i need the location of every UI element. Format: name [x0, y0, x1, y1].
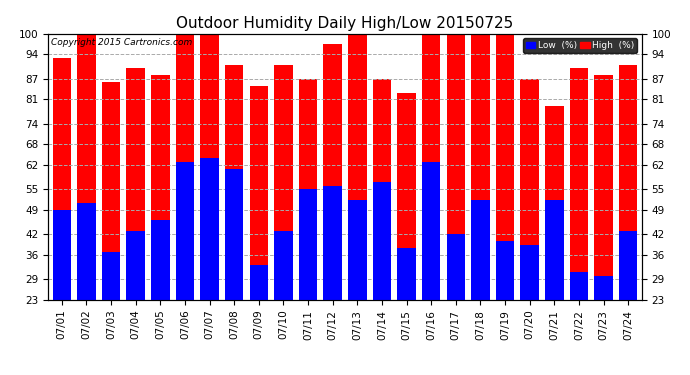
Bar	[397, 248, 416, 300]
Bar	[102, 82, 120, 300]
Bar	[373, 79, 391, 300]
Bar	[151, 75, 170, 300]
Bar	[422, 162, 440, 300]
Bar	[446, 34, 465, 300]
Bar	[422, 34, 440, 300]
Bar	[324, 44, 342, 300]
Bar	[200, 158, 219, 300]
Bar	[52, 210, 71, 300]
Bar	[126, 68, 145, 300]
Bar	[52, 58, 71, 300]
Bar	[77, 34, 96, 300]
Bar	[151, 220, 170, 300]
Bar	[225, 169, 244, 300]
Bar	[594, 276, 613, 300]
Bar	[176, 34, 194, 300]
Legend: Low  (%), High  (%): Low (%), High (%)	[523, 38, 637, 53]
Bar	[348, 34, 366, 300]
Bar	[471, 200, 490, 300]
Bar	[545, 200, 564, 300]
Bar	[520, 79, 539, 300]
Bar	[126, 231, 145, 300]
Bar	[225, 65, 244, 300]
Bar	[496, 241, 514, 300]
Bar	[594, 75, 613, 300]
Bar	[446, 234, 465, 300]
Bar	[348, 200, 366, 300]
Bar	[250, 86, 268, 300]
Bar	[77, 203, 96, 300]
Bar	[176, 162, 194, 300]
Bar	[200, 34, 219, 300]
Bar	[299, 189, 317, 300]
Bar	[250, 266, 268, 300]
Bar	[496, 34, 514, 300]
Bar	[619, 231, 638, 300]
Bar	[397, 93, 416, 300]
Bar	[471, 34, 490, 300]
Bar	[274, 65, 293, 300]
Bar	[619, 65, 638, 300]
Bar	[324, 186, 342, 300]
Bar	[570, 68, 588, 300]
Text: Copyright 2015 Cartronics.com: Copyright 2015 Cartronics.com	[51, 38, 193, 47]
Bar	[373, 182, 391, 300]
Bar	[299, 79, 317, 300]
Bar	[520, 244, 539, 300]
Title: Outdoor Humidity Daily High/Low 20150725: Outdoor Humidity Daily High/Low 20150725	[177, 16, 513, 31]
Bar	[102, 252, 120, 300]
Bar	[570, 272, 588, 300]
Bar	[274, 231, 293, 300]
Bar	[545, 106, 564, 300]
